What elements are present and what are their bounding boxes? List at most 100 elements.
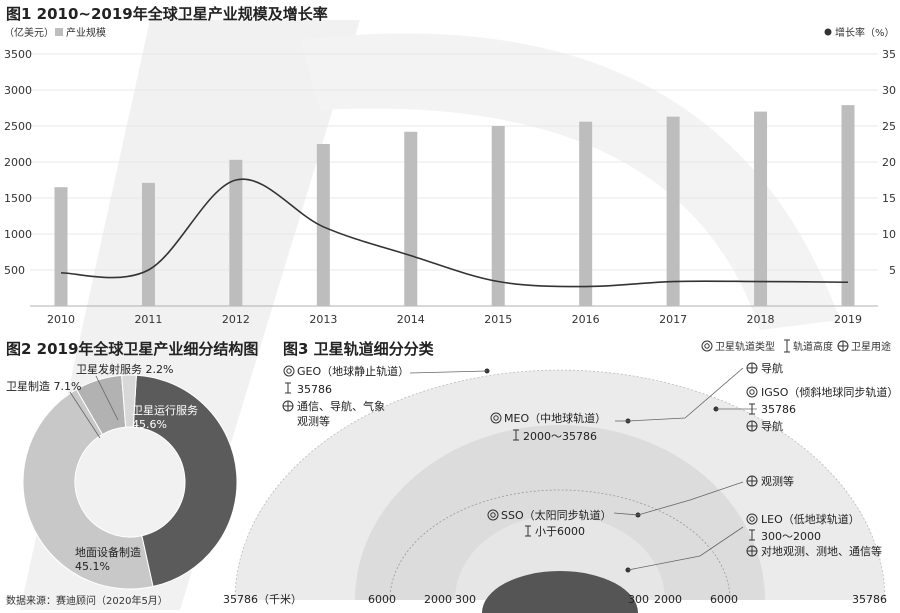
figure3-legend: 卫星轨道类型 轨道高度 卫星用途 [701,339,891,353]
slice-launch-services [121,374,137,428]
scale-label-1: 35786（千米） [223,593,302,606]
bar [579,121,593,307]
geo-height-icon [285,382,291,394]
geo-type-icon [283,365,295,377]
meo-usage: 导航 [761,361,783,375]
legend-orbit-height: 轨道高度 [793,340,833,353]
bar [754,111,768,306]
figure1-legend-bar-label: 产业规模 [66,26,106,39]
bar [141,182,155,306]
sso-height-icon [525,525,531,537]
y-right-tick-label: 5 [889,264,896,277]
scale-label-4: 300 [455,593,476,606]
background-watermark-arc [300,33,840,330]
x-tick-label: 2015 [484,313,512,326]
y-right-tick-label: 20 [882,156,896,169]
slice-value-label: 45.1% [75,560,110,573]
x-tick-label: 2012 [222,313,250,326]
leader-line [69,391,101,439]
y-tick-label: 2500 [4,120,32,133]
x-tick-label: 2019 [834,313,862,326]
y-tick-label: 3500 [4,48,32,61]
y-right-tick-label: 35 [882,48,896,61]
slice-label: 卫星运行服务 [132,404,198,417]
y-right-tick-label: 30 [882,84,896,97]
bar [229,159,243,306]
figure1-legend-line-dot [824,28,832,36]
leo-usage: 对地观测、测地、通信等 [761,544,882,558]
geo-type-icon-inner [286,368,292,374]
source-note: 数据来源：赛迪顾问（2020年5月） [6,594,168,607]
geo-connector [409,370,488,374]
legend-orbit-type: 卫星轨道类型 [715,340,775,353]
leo-usage-icon-cross [747,546,757,556]
slice-satellite-operations [132,374,238,588]
slice-label: 卫星发射服务 2.2% [76,362,173,376]
figure1-x-axis: 2010 2011 2012 2013 2014 2015 2016 2017 2018 2019 [47,313,862,326]
leo-connector [627,526,744,571]
sso-usage: 观测等 [761,474,794,488]
slice-label: 卫星制造 7.1% [6,379,81,393]
growth-rate-line [60,178,849,288]
scale-label-7: 6000 [710,593,738,606]
igso-type-icon-inner [749,389,755,395]
sso-type-icon [487,509,499,521]
usage-icon-cross [838,341,848,351]
geo-usage-2: 观测等 [297,414,330,428]
scale-label-6: 2000 [654,593,682,606]
igso-type-icon [746,386,758,398]
figure1-legend-bar-swatch [55,28,63,36]
slice-value-label: 45.6% [132,418,167,431]
scale-label-5: 300 [628,593,649,606]
leo-type-icon-inner [749,516,755,522]
earth [482,571,638,613]
meo-usage-icon-cross [747,363,757,373]
igso-height: 35786 [761,403,796,416]
meo-type-icon-inner [493,415,499,421]
geo-orbit-line [234,369,886,601]
igso-name: IGSO（倾斜地球同步轨道） [761,385,898,399]
sso-type-icon-inner [490,512,496,518]
geo-usage-1: 通信、导航、气象 [297,399,385,413]
igso-usage-icon-cross [747,421,757,431]
bar [841,105,855,307]
y-tick-label: 2000 [4,156,32,169]
figure1-bars [54,105,855,307]
y-right-tick-label: 15 [882,192,896,205]
sso-name: SSO（太阳同步轨道） [501,508,612,522]
figure1-left-axis: 500 1000 1500 2000 2500 3000 3500 [4,48,32,277]
leo-height: 300～2000 [761,530,821,543]
slice-ground-equipment [22,388,154,590]
x-tick-label: 2018 [747,313,775,326]
scale-label-2: 6000 [368,593,396,606]
bar [316,144,330,306]
igso-usage: 导航 [761,419,783,433]
legend-usage: 卫星用途 [851,340,891,353]
meo-type-icon [490,412,502,424]
leader-line [95,375,119,421]
x-tick-label: 2010 [47,313,75,326]
scale-label-8: 35786 [852,593,887,606]
figure1-chart: 图1 2010~2019年全球卫星产业规模及增长率 （亿美元） 产业规模 增长率… [4,5,896,326]
y-right-tick-label: 25 [882,120,896,133]
x-tick-label: 2013 [309,313,337,326]
igso-height-icon [749,403,755,415]
geo-name: GEO（地球静止轨道） [297,364,409,378]
bar [404,131,418,306]
figure1-right-axis: 5 10 15 20 25 30 35 [882,48,896,277]
orbit-type-icon-inner [704,343,710,349]
figure1-legend-line-label: 增长率（%） [835,26,895,39]
figure1-title: 图1 2010~2019年全球卫星产业规模及增长率 [6,5,328,23]
x-tick-label: 2011 [134,313,162,326]
y-right-tick-label: 10 [882,228,896,241]
geo-height: 35786 [297,383,332,396]
figure1-left-unit: （亿美元） [4,26,54,39]
slice-label: 地面设备制造 [75,545,141,559]
leo-height-icon [749,529,755,541]
y-tick-label: 500 [4,264,25,277]
bar [666,116,680,306]
y-tick-label: 1000 [4,228,32,241]
sso-height: 小于6000 [535,525,585,538]
